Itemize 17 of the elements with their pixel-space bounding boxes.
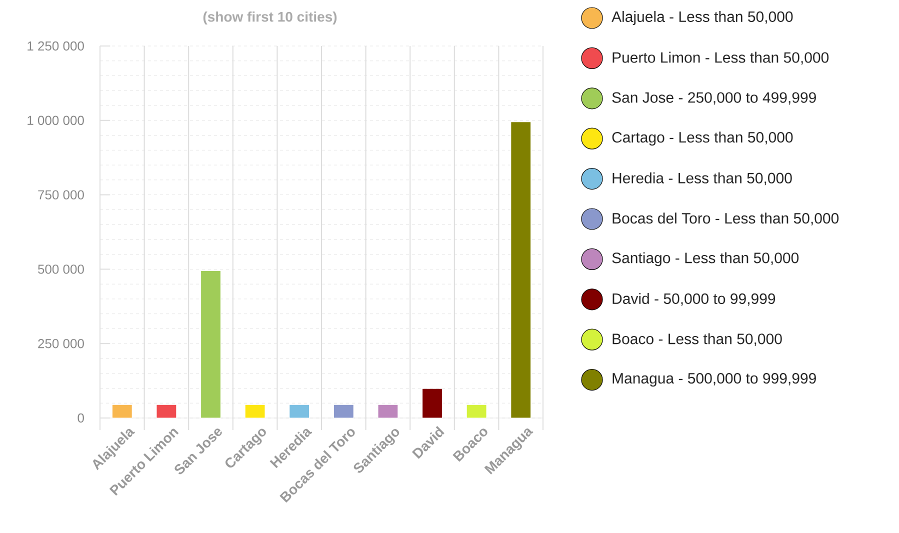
legend-label: Heredia - Less than 50,000 bbox=[612, 172, 792, 186]
legend-label: San Jose - 250,000 to 499,999 bbox=[612, 92, 816, 105]
y-tick-label: 750 000 bbox=[38, 190, 84, 200]
chart-title: (show first 10 cities) bbox=[203, 11, 337, 25]
legend-label: Alajuela - Less than 50,000 bbox=[612, 11, 793, 25]
y-tick-label: 250 000 bbox=[38, 338, 84, 348]
legend-label: Managua - 500,000 to 999,999 bbox=[612, 373, 816, 387]
legend-label: David - 50,000 to 99,999 bbox=[612, 293, 776, 306]
y-tick-label: 1 250 000 bbox=[28, 41, 84, 51]
legend-label: Bocas del Toro - Less than 50,000 bbox=[612, 212, 839, 226]
legend-label: Cartago - Less than 50,000 bbox=[612, 132, 793, 146]
legend-label: Puerto Limon - Less than 50,000 bbox=[612, 52, 829, 65]
y-tick-label: 1 000 000 bbox=[28, 116, 84, 125]
y-tick-label: 500 000 bbox=[38, 264, 84, 274]
legend-label: Boaco - Less than 50,000 bbox=[612, 333, 782, 346]
legend-label: Santiago - Less than 50,000 bbox=[612, 252, 799, 266]
y-tick-label: 0 bbox=[78, 413, 84, 423]
